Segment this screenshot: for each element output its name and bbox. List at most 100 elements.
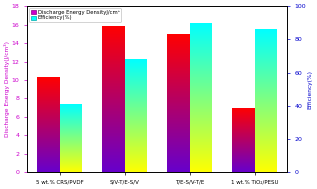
Bar (125, 111, 147, 112)
Bar (125, 132, 147, 133)
Bar (255, 77, 277, 78)
Bar (167, 66, 190, 67)
Bar (167, 88, 190, 89)
Bar (190, 152, 212, 153)
Bar (167, 83, 190, 84)
Bar (102, 164, 125, 165)
Bar (125, 106, 147, 107)
Bar (232, 150, 255, 151)
Bar (255, 78, 277, 79)
Bar (255, 132, 277, 133)
Bar (167, 68, 190, 69)
Bar (37, 99, 60, 100)
Bar (167, 140, 190, 141)
Bar (102, 171, 125, 172)
Bar (102, 30, 125, 31)
Bar (125, 170, 147, 171)
Bar (190, 84, 212, 85)
Bar (60, 139, 82, 140)
Bar (125, 169, 147, 170)
Bar (190, 66, 212, 67)
Bar (102, 68, 125, 69)
Bar (102, 142, 125, 143)
Bar (37, 139, 60, 140)
Bar (102, 51, 125, 52)
Bar (255, 82, 277, 83)
Bar (167, 51, 190, 52)
Bar (167, 143, 190, 144)
Bar (167, 117, 190, 118)
Bar (255, 100, 277, 101)
Bar (102, 88, 125, 89)
Bar (190, 34, 212, 35)
Bar (37, 171, 60, 172)
Bar (255, 155, 277, 156)
Bar (255, 134, 277, 135)
Bar (190, 86, 212, 87)
Bar (255, 38, 277, 39)
Bar (102, 137, 125, 138)
Bar (125, 67, 147, 68)
Bar (255, 91, 277, 92)
Bar (167, 57, 190, 58)
Bar (167, 166, 190, 167)
Bar (37, 93, 60, 94)
Bar (167, 77, 190, 78)
Bar (37, 130, 60, 131)
Bar (125, 103, 147, 104)
Bar (125, 83, 147, 84)
Bar (102, 119, 125, 120)
Bar (232, 152, 255, 153)
Bar (37, 106, 60, 107)
Bar (102, 114, 125, 115)
Bar (167, 42, 190, 43)
Bar (190, 67, 212, 68)
Bar (255, 126, 277, 127)
Bar (255, 143, 277, 144)
Bar (167, 98, 190, 99)
Bar (125, 161, 147, 162)
Bar (167, 86, 190, 87)
Bar (232, 118, 255, 119)
Bar (167, 125, 190, 126)
Bar (102, 60, 125, 61)
Bar (37, 126, 60, 127)
Bar (255, 137, 277, 138)
Bar (190, 95, 212, 96)
Bar (125, 112, 147, 113)
Bar (167, 85, 190, 86)
Bar (190, 38, 212, 39)
Bar (37, 83, 60, 84)
Bar (125, 98, 147, 99)
Bar (125, 65, 147, 66)
Bar (190, 70, 212, 71)
Bar (232, 146, 255, 147)
Bar (102, 102, 125, 103)
Bar (167, 59, 190, 60)
Bar (255, 106, 277, 107)
Bar (190, 160, 212, 161)
Bar (190, 139, 212, 140)
Bar (190, 141, 212, 142)
Bar (190, 50, 212, 51)
Bar (37, 120, 60, 121)
Bar (37, 82, 60, 83)
Bar (255, 86, 277, 87)
Bar (232, 163, 255, 164)
Bar (255, 97, 277, 98)
Bar (125, 99, 147, 100)
Bar (232, 130, 255, 131)
Bar (167, 144, 190, 145)
Bar (190, 78, 212, 79)
Bar (255, 68, 277, 69)
Bar (167, 91, 190, 92)
Bar (190, 79, 212, 80)
Bar (125, 141, 147, 142)
Bar (190, 98, 212, 99)
Bar (102, 69, 125, 70)
Bar (167, 170, 190, 171)
Bar (190, 169, 212, 170)
Bar (125, 97, 147, 98)
Bar (60, 165, 82, 166)
Bar (232, 142, 255, 143)
